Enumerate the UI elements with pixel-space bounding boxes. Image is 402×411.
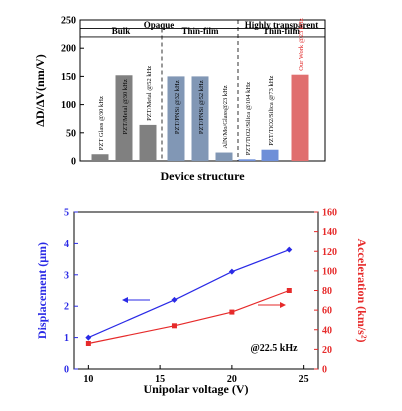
displacement-arrow-head — [122, 297, 128, 303]
bar — [215, 152, 233, 161]
acceleration-point — [286, 288, 292, 293]
acceleration-series-line — [88, 289, 290, 345]
bar-category-label: PZT/PNSi @32 kHz — [174, 80, 181, 134]
bar-category-label: PZT/PNSi @52 kHz — [198, 80, 205, 134]
right-y-tick-label: 120 — [322, 247, 337, 258]
right-y-tick-label: 100 — [322, 266, 337, 277]
bar — [261, 149, 279, 161]
acceleration-arrow-head — [280, 302, 286, 308]
bar — [115, 75, 133, 161]
bar-x-axis-title: Device structure — [160, 169, 245, 183]
displacement-point — [228, 268, 235, 275]
line-x-tick-label: 25 — [299, 374, 309, 385]
right-y-tick-label: 80 — [322, 286, 332, 297]
left-y-tick-label: 1 — [64, 333, 69, 344]
bar-y-axis-title: ΔD/ΔV(nm/V) — [33, 54, 47, 126]
displacement-point — [85, 334, 92, 341]
bar-y-tick-label: 100 — [61, 100, 76, 111]
bar — [91, 154, 109, 161]
left-y-axis-title: Displacement (μm) — [35, 242, 49, 339]
bar-y-tick-label: 0 — [71, 157, 76, 168]
right-y-tick-label: 40 — [322, 325, 332, 336]
line-x-axis-title: Unipolar voltage (V) — [143, 382, 248, 396]
bar-y-tick-label: 200 — [61, 44, 76, 55]
line-x-tick-label: 20 — [227, 374, 237, 385]
bar-y-tick-label: 150 — [61, 72, 76, 83]
line-x-tick-label: 10 — [83, 374, 93, 385]
displacement-series-line — [88, 249, 290, 339]
bar-category-label: AlN/Mo/Glass@23 kHz — [222, 85, 229, 148]
left-y-tick-label: 0 — [64, 365, 69, 376]
displacement-point — [286, 246, 293, 253]
bar-category-label: PZT/Metal @30 kHz — [122, 79, 129, 134]
bar — [139, 124, 157, 161]
group-label-transparent: Highly transparent — [245, 20, 319, 30]
subgroup-label-thinfilm-transparent: Thin-film — [263, 26, 301, 36]
left-y-tick-label: 5 — [64, 208, 69, 219]
bar-y-tick-label: 50 — [66, 128, 76, 139]
bar-category-label: PZT Glass @30 kHz — [98, 96, 105, 150]
group-label-opaque: Opaque — [144, 20, 175, 30]
right-y-tick-label: 140 — [322, 227, 337, 238]
bar-y-tick-label: 250 — [61, 16, 76, 27]
subgroup-label-bulk: Bulk — [112, 26, 131, 36]
right-y-axis-title: Acceleration (km/s²) — [355, 239, 369, 343]
left-y-tick-label: 3 — [64, 270, 69, 281]
bar-category-label: Our Work @23 kHz — [298, 18, 305, 71]
bar-category-label: PZT/TiO2/Silica @73 kHz — [268, 76, 275, 146]
bar — [167, 76, 185, 161]
right-y-tick-label: 0 — [322, 365, 327, 376]
bar — [238, 159, 256, 161]
acceleration-point — [171, 323, 177, 329]
line-x-tick-label: 15 — [155, 374, 165, 385]
bar — [291, 74, 309, 161]
right-y-tick-label: 160 — [322, 208, 337, 219]
right-y-tick-label: 20 — [322, 345, 332, 356]
acceleration-point — [229, 309, 235, 315]
subgroup-label-thinfilm-opaque: Thin-film — [181, 26, 219, 36]
frequency-annotation: @22.5 kHz — [250, 343, 298, 354]
left-y-tick-label: 2 — [64, 302, 69, 313]
displacement-point — [171, 296, 178, 303]
right-y-tick-label: 60 — [322, 306, 332, 317]
bar — [191, 76, 209, 161]
bar-category-label: PZT/Metal @52 kHz — [146, 66, 153, 121]
left-y-tick-label: 4 — [64, 239, 69, 250]
acceleration-point — [85, 340, 91, 346]
bar-category-label: PZT/TiO2/Silica @104 kHz — [245, 82, 252, 155]
